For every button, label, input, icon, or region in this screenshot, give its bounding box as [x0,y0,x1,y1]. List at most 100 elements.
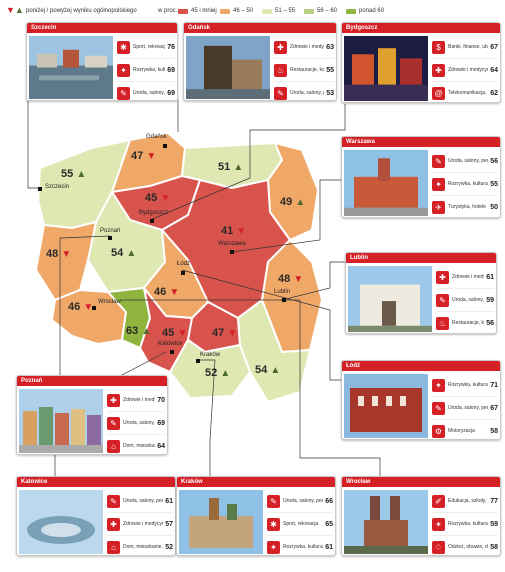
region-value: 54 ▲ [111,247,137,259]
category-label: Zdrowie i medycyna [448,67,489,73]
health-icon: ✚ [274,40,287,54]
category-row: ✎Uroda, salony, perfumerie66 [267,490,333,513]
city-marker [170,350,174,354]
category-label: Motoryzacja [448,428,475,434]
card-title: Kraków [177,477,335,487]
clothes-icon: ♢ [432,540,445,554]
city-photo [348,266,432,332]
leader-krakow [200,359,216,482]
category-label: Uroda, salony, perfumerie [452,297,484,303]
beauty-icon: ✎ [107,494,120,508]
category-row: @Telekomunikacja, Internet62 [432,82,498,102]
category-value: 61 [325,543,333,551]
category-label: Zdrowie i medycyna [290,44,324,50]
category-value: 76 [167,43,175,51]
health-icon: ✚ [107,517,120,531]
category-label: Uroda, salony, perfumerie [448,158,488,164]
legend-swatch-3 [262,9,272,14]
category-row: $Banki, finanse, ubezpieczenia67 [432,36,498,59]
city-label-lodz: Łódź [177,261,191,267]
region-value: 54 ▲ [255,364,281,376]
category-list: ✎Uroda, salony, perfumerie56✦Rozrywka, k… [432,150,498,217]
card-lublin: Lublin✚Zdrowie i medycyna61✎Uroda, salon… [345,252,497,334]
category-label: Rozrywka, kultura, hobby [133,67,166,73]
card-title: Katowice [17,477,175,487]
category-label: Sport, rekreacja [133,44,166,50]
region-value: 63 ▲ [126,325,152,337]
city-label-lublin: Lublin [274,289,291,295]
category-label: Uroda, salony, perfumerie [290,90,324,96]
city-photo [344,36,428,101]
city-photo [344,374,428,438]
category-label: Rozrywka, kultura, hobby [448,181,489,187]
category-label: Turystyka, hotele [448,204,486,210]
up-arrow-icon: ▲ [76,169,87,180]
legend-swatch-4 [304,9,314,14]
down-arrow-icon: ▼ [169,287,180,298]
category-list: ✎Uroda, salony, perfumerie66✱Sport, rekr… [267,490,333,555]
down-arrow-icon: ▼ [83,302,94,313]
category-row: ✦Rozrywka, kultura, hobby69 [117,59,175,82]
category-row: ✦Rozrywka, kultura, hobby71 [432,374,498,397]
card-szczecin: Szczecin ✱ Sport, rekreacja 76 ✦ Rozrywka, ku… [26,22,178,101]
region-value: 46 ▼ [68,301,94,313]
category-row: ✱ Sport, rekreacja 65 [267,513,333,536]
home-icon: ⌂ [107,540,120,554]
up-arrow-icon: ▲ [270,365,281,376]
category-row: ⌂Dom, mieszkanie, ogród52 [107,536,173,555]
region-value: 55 ▲ [61,168,87,180]
up-arrow-icon: ▲ [15,5,24,15]
category-list: ✦Rozrywka, kultura, hobby71✎Uroda, salon… [432,374,498,439]
category-label: Uroda, salony, perfumerie [133,90,165,96]
beauty-icon: ✎ [432,154,445,168]
category-row: ✚ Zdrowie i medycyna 64 [432,59,498,82]
category-list: ✚Zdrowie i medycyna70✎Uroda, salony, per… [107,389,165,454]
category-row: ⚙ Motoryzacja 58 [432,420,498,439]
region-value: 45 ▼ [162,327,188,339]
down-arrow-icon: ▼ [146,151,157,162]
card-wroclaw: Wrocław✐Edukacja, szkoły, kursy77✦Rozryw… [341,476,501,556]
hobby-icon: ✦ [117,63,130,77]
category-value: 55 [326,66,334,74]
card-poznan: Poznań✚Zdrowie i medycyna70✎Uroda, salon… [16,375,168,455]
hobby-icon: ✦ [432,378,445,392]
city-marker [163,144,167,148]
city-photo [29,36,113,99]
category-value: 63 [326,43,334,51]
down-arrow-icon: ▼ [293,274,304,285]
category-row: ✚Zdrowie i medycyna63 [274,36,334,59]
city-label-warszawa: Warszawa [218,241,246,247]
card-krakow: Kraków ✎Uroda, salony, perfumerie66✱Sport… [176,476,336,556]
city-label-krakow: Kraków [200,352,221,358]
down-arrow-icon: ▼ [227,328,238,339]
category-label: Uroda, salony, perfumerie [448,405,488,411]
region-value: 48 ▼ [46,248,72,260]
city-photo [19,389,103,453]
card-warszawa: Warszawa✎Uroda, salony, perfumerie56✦Roz… [341,136,501,218]
category-value: 69 [167,89,175,97]
sport-icon: ✱ [267,517,280,531]
city-marker [92,306,96,310]
category-list: ✚Zdrowie i medycyna61✎Uroda, salony, per… [436,266,494,333]
city-marker [196,359,200,363]
legend-arrows-text: poniżej / powyżej wyniku ogólnopolskiego [26,8,137,14]
city-photo [179,490,263,554]
category-label: Zdrowie i medycyna [123,521,164,527]
city-marker [38,187,42,191]
region-value: 48 ▼ [278,273,304,285]
category-value: 61 [486,273,494,281]
city-label-poznan: Poznań [100,228,121,234]
card-bydgoszcz: Bydgoszcz$Banki, finanse, ubezpieczenia6… [341,22,501,103]
region-value: 47 ▼ [212,327,238,339]
legend-bin-5: ponad 60 [359,8,385,14]
category-row: ✎Uroda, salony, perfumerie69 [117,82,175,100]
telecom-icon: @ [432,86,445,100]
up-arrow-icon: ▲ [233,162,244,173]
map-legend: ▼ ▲ poniżej / powyżej wyniku ogólnopolsk… [6,6,499,18]
category-label: Edukacja, szkoły, kursy [448,498,488,504]
category-value: 50 [490,203,498,211]
up-arrow-icon: ▲ [126,248,137,259]
category-label: Zdrowie i medycyna [123,397,155,403]
category-label: Restauracje, kawiarnie [452,320,484,326]
